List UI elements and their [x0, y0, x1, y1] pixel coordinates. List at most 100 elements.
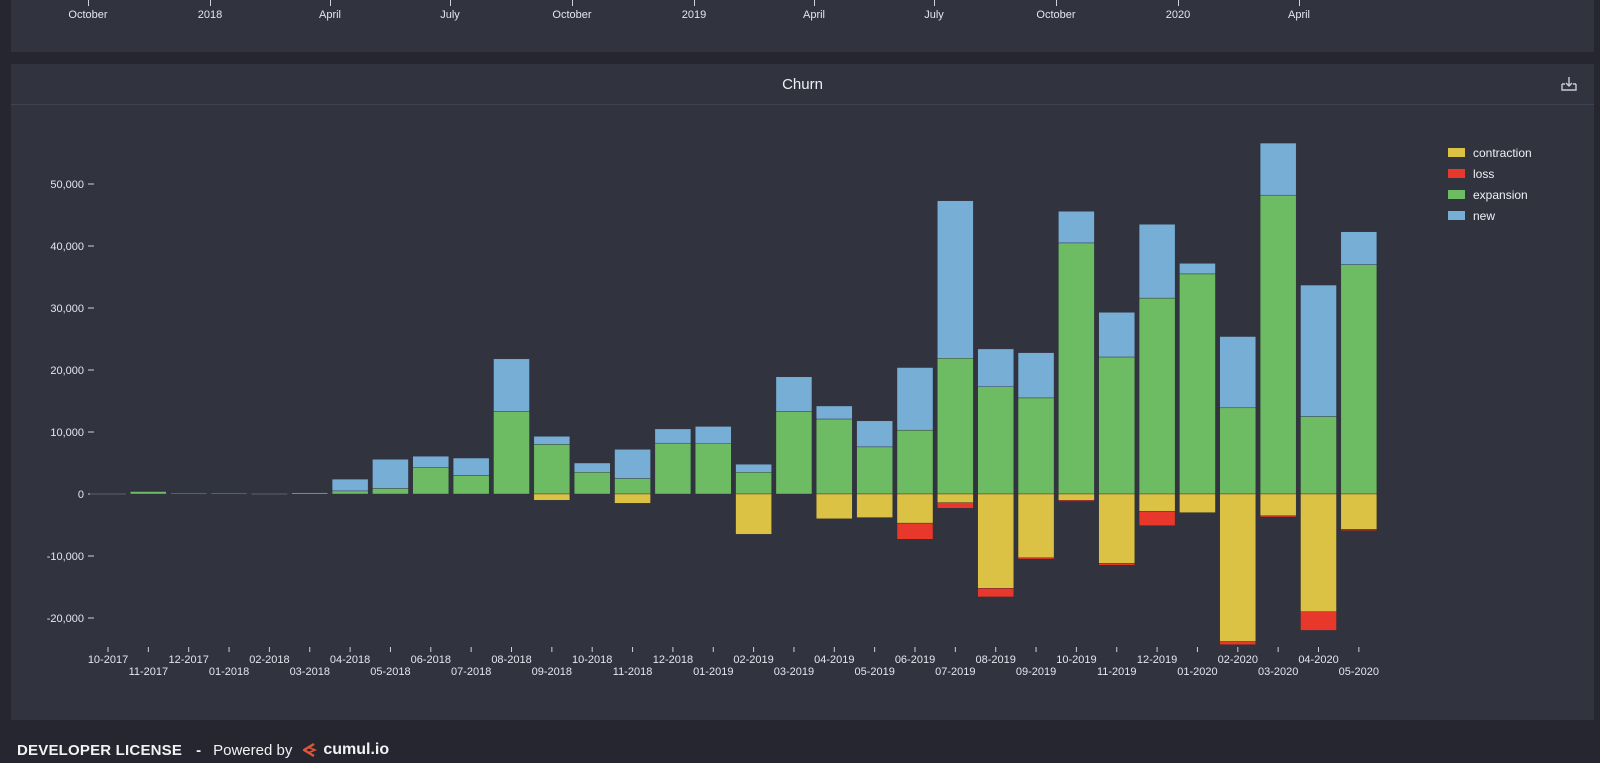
y-tick-label: 0 [78, 489, 84, 501]
x-tick-label: 11-2017 [129, 666, 169, 678]
legend-label-new: new [1473, 209, 1495, 223]
bar-expansion [533, 444, 571, 495]
bar-new [372, 459, 409, 489]
bar-new [856, 420, 893, 448]
x-tick-label: 06-2018 [411, 654, 451, 666]
cumulio-logo-icon[interactable] [300, 741, 318, 759]
timeline-tick-mark [934, 0, 935, 6]
legend-swatch-new [1448, 211, 1465, 220]
bar-new [574, 462, 611, 473]
bar-new [1017, 352, 1055, 399]
timeline-tick-mark [88, 0, 89, 6]
brand-name[interactable]: cumul.io [323, 741, 390, 758]
legend-swatch-expansion [1448, 190, 1465, 199]
x-tick-label: 08-2018 [491, 654, 531, 666]
timeline-tick-label: April [802, 9, 826, 21]
bar-empty [90, 493, 126, 495]
bar-expansion [1300, 416, 1337, 495]
bar-new [654, 428, 692, 444]
bar-expansion [614, 478, 651, 495]
bar-contraction [533, 493, 571, 501]
download-icon[interactable] [1560, 75, 1578, 93]
bar-expansion [856, 446, 893, 495]
timeline-tick-mark [450, 0, 451, 6]
x-tick-label: 01-2019 [693, 666, 733, 678]
bar-expansion [493, 411, 530, 495]
bar-loss [896, 522, 934, 540]
bar-loss [1340, 529, 1378, 531]
bar-expansion [1259, 194, 1297, 495]
y-tick-label: 10,000 [50, 427, 84, 439]
x-tick-label: 04-2020 [1298, 654, 1338, 666]
bar-contraction [1058, 493, 1095, 501]
bar-expansion [130, 491, 167, 495]
timeline-tick-label: October [1036, 9, 1076, 21]
bar-contraction [1179, 493, 1216, 513]
bar-loss [937, 502, 974, 509]
timeline-panel: October 2018 April July October 2019 April July… [11, 0, 1594, 52]
x-tick-label: 07-2018 [451, 666, 491, 678]
bar-expansion [896, 429, 934, 495]
timeline-tick-mark [1056, 0, 1057, 6]
timeline-tick-mark [210, 0, 211, 6]
churn-chart-panel: Churn -20,000 -10,000 0 10,000 20,000 30,000 4… [11, 64, 1594, 720]
timeline-tick-label: April [1287, 9, 1311, 21]
bar-new [1259, 142, 1297, 196]
bar-new [1098, 312, 1135, 358]
x-tick-label: 01-2018 [209, 666, 249, 678]
bar-expansion [331, 490, 369, 495]
bar-new [1340, 231, 1378, 265]
bar-new [493, 358, 530, 412]
bar-loss [1017, 557, 1055, 560]
timeline-tick-mark [330, 0, 331, 6]
bar-contraction [1259, 493, 1297, 516]
bar-contraction [856, 493, 893, 518]
bar-new [896, 367, 934, 431]
bar-expansion [170, 493, 207, 495]
bar-new [614, 449, 651, 479]
timeline-tick-label: 2020 [1165, 9, 1191, 21]
bar-loss [1300, 611, 1337, 631]
timeline-tick-label: July [924, 9, 944, 21]
bar-new [1219, 336, 1257, 409]
bar-new [533, 436, 571, 445]
bar-new [977, 348, 1014, 387]
bar-new [1058, 211, 1095, 244]
bar-loss [977, 588, 1014, 598]
timeline-tick-label: October [68, 9, 108, 21]
bar-expansion [654, 442, 692, 495]
x-tick-label: 03-2019 [774, 666, 814, 678]
bar-expansion [412, 467, 449, 495]
bar-expansion [1058, 242, 1095, 495]
bar-contraction [1138, 493, 1176, 512]
bar-contraction [937, 493, 974, 503]
chart-title: Churn [782, 76, 823, 93]
timeline-tick-label: July [440, 9, 460, 21]
x-tick-label: 09-2018 [532, 666, 572, 678]
bar-contraction [614, 493, 651, 504]
bar-contraction [1017, 493, 1055, 559]
bar-expansion [1340, 264, 1378, 495]
bar-loss [1098, 563, 1135, 566]
y-tick-label: -20,000 [47, 613, 84, 625]
churn-bar-chart: -20,000 -10,000 0 10,000 20,000 30,000 40,000 5… [47, 142, 1532, 678]
timeline-tick-mark [694, 0, 695, 6]
bar-expansion [735, 472, 772, 495]
legend-swatch-loss [1448, 169, 1465, 178]
bar-new [695, 426, 732, 444]
bar-expansion [574, 472, 611, 495]
x-tick-label: 02-2018 [249, 654, 289, 666]
x-tick-label: 12-2018 [653, 654, 693, 666]
bar-new [1179, 263, 1216, 275]
bar-expansion [210, 493, 248, 495]
bar-new [1300, 284, 1337, 417]
bar-empty [251, 493, 288, 495]
legend-label-loss: loss [1473, 167, 1494, 181]
bar-contraction [896, 493, 934, 524]
y-tick-label: 30,000 [50, 303, 84, 315]
legend-swatch-contraction [1448, 148, 1465, 157]
bar-expansion [1138, 297, 1176, 495]
x-tick-label: 04-2019 [814, 654, 854, 666]
bar-new [937, 200, 974, 359]
bar-new [452, 457, 490, 476]
